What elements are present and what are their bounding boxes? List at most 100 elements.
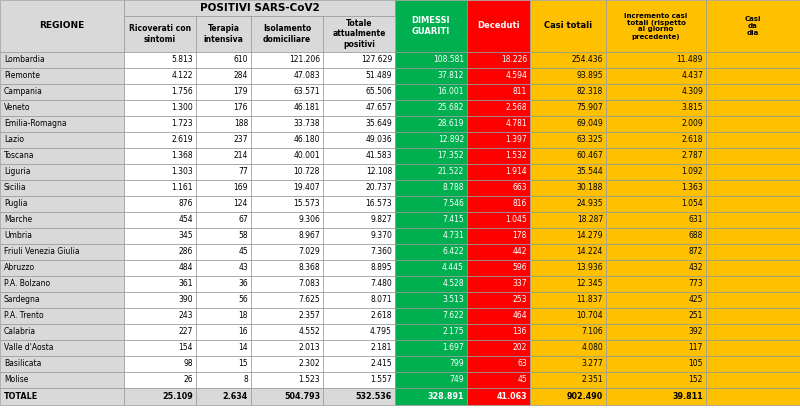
Text: 454: 454 xyxy=(178,215,193,225)
Text: Sardegna: Sardegna xyxy=(4,296,41,304)
Bar xyxy=(196,196,251,212)
Bar xyxy=(606,0,706,52)
Bar xyxy=(467,100,530,116)
Bar xyxy=(395,372,467,388)
Bar xyxy=(467,0,530,52)
Text: 77: 77 xyxy=(238,168,248,176)
Text: 13.936: 13.936 xyxy=(576,263,603,273)
Text: 9.306: 9.306 xyxy=(298,215,320,225)
Bar xyxy=(0,292,124,308)
Text: 7.415: 7.415 xyxy=(442,215,464,225)
Text: 504.793: 504.793 xyxy=(284,392,320,401)
Text: 117: 117 xyxy=(689,344,703,352)
Text: Ricoverati con
sintomi: Ricoverati con sintomi xyxy=(129,24,191,44)
Text: 4.528: 4.528 xyxy=(442,279,464,289)
Text: 37.812: 37.812 xyxy=(438,71,464,81)
Text: 902.490: 902.490 xyxy=(566,392,603,401)
Bar xyxy=(530,292,606,308)
Text: Sicilia: Sicilia xyxy=(4,184,26,192)
Bar xyxy=(395,132,467,148)
Text: 1.303: 1.303 xyxy=(171,168,193,176)
Text: 35.544: 35.544 xyxy=(576,168,603,176)
Bar xyxy=(706,244,800,260)
Bar xyxy=(323,324,395,340)
Text: 10.728: 10.728 xyxy=(294,168,320,176)
Bar xyxy=(395,212,467,228)
Bar xyxy=(606,388,706,405)
Bar xyxy=(706,356,800,372)
Bar xyxy=(124,356,196,372)
Bar xyxy=(251,356,323,372)
Bar xyxy=(251,308,323,324)
Bar xyxy=(251,276,323,292)
Bar xyxy=(196,228,251,244)
Bar xyxy=(395,68,467,84)
Text: 8: 8 xyxy=(243,375,248,384)
Text: 176: 176 xyxy=(234,103,248,113)
Text: Basilicata: Basilicata xyxy=(4,360,42,368)
Bar xyxy=(706,148,800,164)
Text: 1.532: 1.532 xyxy=(506,152,527,160)
Text: 1.397: 1.397 xyxy=(506,136,527,144)
Text: 2.175: 2.175 xyxy=(442,328,464,336)
Bar xyxy=(251,324,323,340)
Text: 56: 56 xyxy=(238,296,248,304)
Text: 773: 773 xyxy=(688,279,703,289)
Text: 8.895: 8.895 xyxy=(370,263,392,273)
Bar xyxy=(606,132,706,148)
Bar xyxy=(395,388,467,405)
Bar xyxy=(606,84,706,100)
Text: 46.181: 46.181 xyxy=(294,103,320,113)
Text: 345: 345 xyxy=(178,231,193,241)
Text: 5.813: 5.813 xyxy=(171,55,193,65)
Bar xyxy=(706,276,800,292)
Bar xyxy=(0,244,124,260)
Bar xyxy=(196,132,251,148)
Bar xyxy=(251,52,323,68)
Text: 2.013: 2.013 xyxy=(298,344,320,352)
Text: 45: 45 xyxy=(518,375,527,384)
Bar xyxy=(606,196,706,212)
Text: 7.480: 7.480 xyxy=(370,279,392,289)
Bar xyxy=(0,132,124,148)
Text: 284: 284 xyxy=(234,71,248,81)
Bar xyxy=(706,180,800,196)
Bar xyxy=(251,132,323,148)
Bar xyxy=(530,276,606,292)
Bar xyxy=(606,260,706,276)
Bar xyxy=(530,244,606,260)
Text: Friuli Venezia Giulia: Friuli Venezia Giulia xyxy=(4,247,80,257)
Bar xyxy=(0,164,124,180)
Bar xyxy=(196,340,251,356)
Text: 16.573: 16.573 xyxy=(366,200,392,208)
Text: 82.318: 82.318 xyxy=(577,87,603,97)
Bar xyxy=(395,84,467,100)
Text: 41.063: 41.063 xyxy=(496,392,527,401)
Text: 663: 663 xyxy=(512,184,527,192)
Bar xyxy=(323,388,395,405)
Text: 237: 237 xyxy=(234,136,248,144)
Bar xyxy=(0,372,124,388)
Text: 25.109: 25.109 xyxy=(162,392,193,401)
Text: TOTALE: TOTALE xyxy=(4,392,38,401)
Bar xyxy=(706,100,800,116)
Text: 14.224: 14.224 xyxy=(577,247,603,257)
Text: Isolamento
domiciliare: Isolamento domiciliare xyxy=(263,24,311,44)
Text: 2.618: 2.618 xyxy=(682,136,703,144)
Bar xyxy=(196,356,251,372)
Bar xyxy=(706,116,800,132)
Bar xyxy=(323,340,395,356)
Bar xyxy=(0,52,124,68)
Bar xyxy=(530,356,606,372)
Bar xyxy=(124,212,196,228)
Bar xyxy=(530,372,606,388)
Text: 464: 464 xyxy=(512,312,527,320)
Text: 40.001: 40.001 xyxy=(294,152,320,160)
Bar xyxy=(323,148,395,164)
Text: 799: 799 xyxy=(450,360,464,368)
Text: 18.287: 18.287 xyxy=(577,215,603,225)
Text: 2.351: 2.351 xyxy=(582,375,603,384)
Text: 41.583: 41.583 xyxy=(366,152,392,160)
Bar xyxy=(124,52,196,68)
Bar xyxy=(706,164,800,180)
